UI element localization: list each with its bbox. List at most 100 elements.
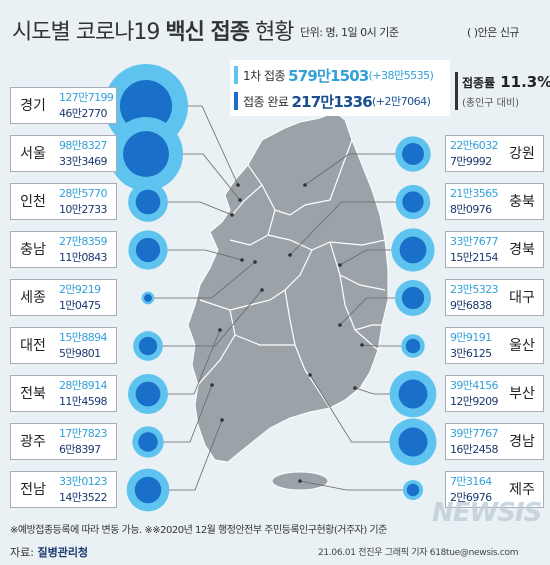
- completed-count: 9만6838: [450, 299, 492, 312]
- leader-dot-15: [308, 373, 312, 377]
- title-part2: 백신 접종: [165, 20, 250, 45]
- credit: 21.06.01 전진우 그래픽 기자 618tue@newsis.com: [318, 548, 519, 558]
- region-values-4: 2만9219 1만0475: [55, 279, 117, 316]
- leader-dot-0: [236, 183, 240, 187]
- completed-count: 5만9801: [59, 347, 101, 360]
- leader-dot-10: [288, 253, 292, 257]
- completed-bubble-2: [135, 189, 161, 215]
- region-values-15: 39만7767 16만2458: [445, 423, 507, 460]
- first-dose-count: 17만7823: [59, 427, 108, 440]
- complete-swatch: [234, 92, 238, 110]
- first-dose-count: 33만0123: [59, 475, 108, 488]
- completed-count: 46만2770: [59, 107, 108, 120]
- leader-dot-2: [230, 213, 234, 217]
- paren-note: ( )안은 신규: [467, 26, 520, 39]
- completed-count: 2만6976: [450, 491, 492, 504]
- region-label-3: 충남: [10, 231, 56, 268]
- region-label-16: 제주: [500, 471, 544, 508]
- complete-label: 접종 완료: [243, 94, 289, 109]
- leader-dot-11: [338, 263, 342, 267]
- rate-note: (총인구 대비): [462, 98, 519, 109]
- leader-dot-4: [253, 260, 257, 264]
- source: 자료: 질병관리청: [10, 544, 88, 560]
- region-values-10: 21만3565 8만0976: [445, 183, 507, 220]
- region-values-11: 33만7677 15만2154: [445, 231, 507, 268]
- region-values-5: 15만8894 5만9801: [55, 327, 117, 364]
- first-dose-count: 22만6032: [450, 139, 499, 152]
- leader-line-16: [299, 480, 409, 491]
- first-dose-value: 579만1503: [288, 66, 369, 85]
- region-values-12: 23만5323 9만6838: [445, 279, 507, 316]
- completed-bubble-4: [144, 294, 152, 302]
- completed-count: 14만3522: [59, 491, 108, 504]
- region-values-16: 7만3164 2만6976: [445, 471, 507, 508]
- leader-dot-1: [238, 198, 242, 202]
- first-dose-count: 39만4156: [450, 379, 499, 392]
- leader-dot-7: [210, 383, 214, 387]
- leader-dot-14: [353, 386, 357, 390]
- region-label-7: 광주: [10, 423, 56, 460]
- completed-bubble-13: [405, 338, 421, 354]
- region-values-2: 28만5770 10만2733: [55, 183, 117, 220]
- first-dose-row: 1차 접종 579만1503 (+38만5535): [234, 64, 434, 86]
- first-dose-count: 23만5323: [450, 283, 499, 296]
- footnote: ※예방접종등록에 따라 변동 가능. ※※2020년 12월 행정안전부 주민등…: [10, 525, 387, 536]
- region-values-8: 33만0123 14만3522: [55, 471, 117, 508]
- completed-count: 16만2458: [450, 443, 499, 456]
- leader-line-9: [304, 153, 409, 186]
- completed-count: 10만2733: [59, 203, 108, 216]
- completed-count: 15만2154: [450, 251, 499, 264]
- region-label-5: 대전: [10, 327, 56, 364]
- region-values-0: 127만7199 46만2770: [55, 87, 117, 124]
- region-label-8: 전남: [10, 471, 56, 508]
- leader-line-2: [152, 201, 233, 216]
- region-values-1: 98만8327 33만3469: [55, 135, 117, 172]
- source-label: 자료:: [10, 546, 34, 559]
- leader-dot-9: [303, 183, 307, 187]
- leader-dot-5: [260, 288, 264, 292]
- completed-count: 33만3469: [59, 155, 108, 168]
- first-dose-count: 7만3164: [450, 475, 492, 488]
- region-label-13: 울산: [500, 327, 544, 364]
- leader-line-10: [289, 201, 409, 256]
- first-dose-count: 21만3565: [450, 187, 499, 200]
- region-label-2: 인천: [10, 183, 56, 220]
- complete-new: (+2만7064): [371, 95, 431, 108]
- leader-line-12: [339, 297, 409, 326]
- completed-bubble-9: [402, 143, 424, 165]
- unit-note: 단위: 명, 1일 0시 기준: [300, 26, 399, 39]
- leader-line-3: [152, 249, 243, 261]
- completed-bubble-8: [134, 476, 162, 504]
- region-label-0: 경기: [10, 87, 56, 124]
- vaccination-rate: 접종률 11.3% (총인구 대비): [455, 72, 550, 110]
- leader-dot-6: [218, 328, 222, 332]
- first-dose-count: 28만5770: [59, 187, 108, 200]
- completed-count: 6만8397: [59, 443, 101, 456]
- region-values-6: 28만8914 11만4598: [55, 375, 117, 412]
- region-values-7: 17만7823 6만8397: [55, 423, 117, 460]
- region-label-4: 세종: [10, 279, 56, 316]
- completed-bubble-16: [406, 483, 420, 497]
- completed-count: 11만0843: [59, 251, 108, 264]
- leader-line-7: [152, 384, 213, 443]
- bubbles: [104, 64, 437, 512]
- summary-box: 1차 접종 579만1503 (+38만5535) 접종 완료 217만1336…: [230, 60, 450, 116]
- leader-dot-12: [338, 323, 342, 327]
- first-dose-count: 98만8327: [59, 139, 108, 152]
- map-shape: [187, 111, 389, 491]
- first-dose-count: 2만9219: [59, 283, 101, 296]
- completed-bubble-10: [402, 191, 424, 213]
- first-dose-swatch: [234, 66, 238, 84]
- completed-bubble-15: [398, 427, 428, 457]
- leader-dot-3: [240, 258, 244, 262]
- first-dose-count: 39만7767: [450, 427, 499, 440]
- region-label-6: 전북: [10, 375, 56, 412]
- completed-bubble-7: [138, 432, 158, 452]
- region-label-12: 대구: [500, 279, 544, 316]
- rate-label: 접종률: [462, 76, 496, 90]
- first-dose-count: 28만8914: [59, 379, 108, 392]
- completed-bubble-1: [123, 131, 169, 177]
- title-part3: 현황: [249, 20, 295, 45]
- completed-bubble-6: [135, 381, 161, 407]
